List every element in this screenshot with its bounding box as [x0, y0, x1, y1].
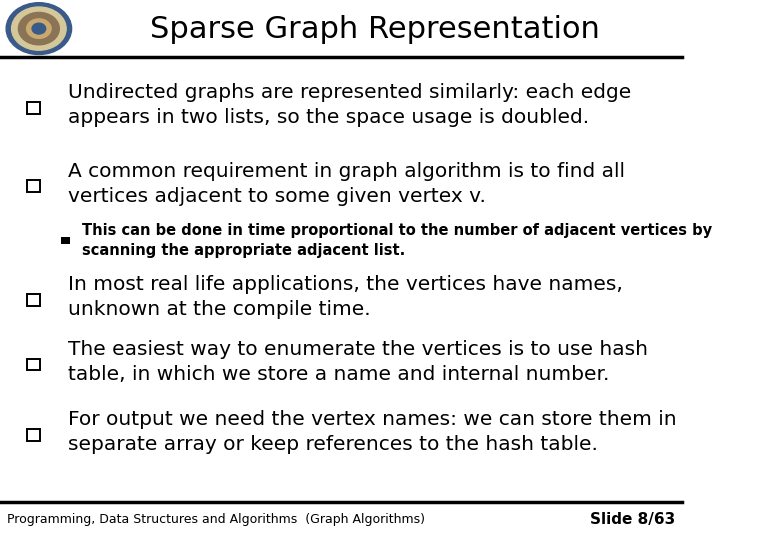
Text: For output we need the vertex names: we can store them in
separate array or keep: For output we need the vertex names: we …: [68, 410, 677, 454]
Text: Sparse Graph Representation: Sparse Graph Representation: [150, 15, 600, 44]
FancyBboxPatch shape: [27, 180, 40, 192]
Text: Programming, Data Structures and Algorithms  (Graph Algorithms): Programming, Data Structures and Algorit…: [7, 513, 425, 526]
FancyBboxPatch shape: [27, 429, 40, 441]
Text: In most real life applications, the vertices have names,
unknown at the compile : In most real life applications, the vert…: [68, 275, 623, 319]
FancyBboxPatch shape: [27, 294, 40, 306]
Text: A common requirement in graph algorithm is to find all
vertices adjacent to some: A common requirement in graph algorithm …: [68, 161, 626, 206]
FancyBboxPatch shape: [62, 237, 70, 244]
Circle shape: [27, 19, 51, 38]
Text: Slide 8/63: Slide 8/63: [590, 512, 675, 527]
Circle shape: [12, 7, 66, 50]
FancyBboxPatch shape: [27, 359, 40, 370]
Text: This can be done in time proportional to the number of adjacent vertices by
scan: This can be done in time proportional to…: [82, 223, 712, 258]
Text: The easiest way to enumerate the vertices is to use hash
table, in which we stor: The easiest way to enumerate the vertice…: [68, 340, 648, 384]
Circle shape: [32, 23, 46, 34]
Circle shape: [19, 12, 59, 45]
Circle shape: [6, 3, 72, 55]
FancyBboxPatch shape: [27, 102, 40, 114]
Text: Undirected graphs are represented similarly: each edge
appears in two lists, so : Undirected graphs are represented simila…: [68, 83, 632, 127]
